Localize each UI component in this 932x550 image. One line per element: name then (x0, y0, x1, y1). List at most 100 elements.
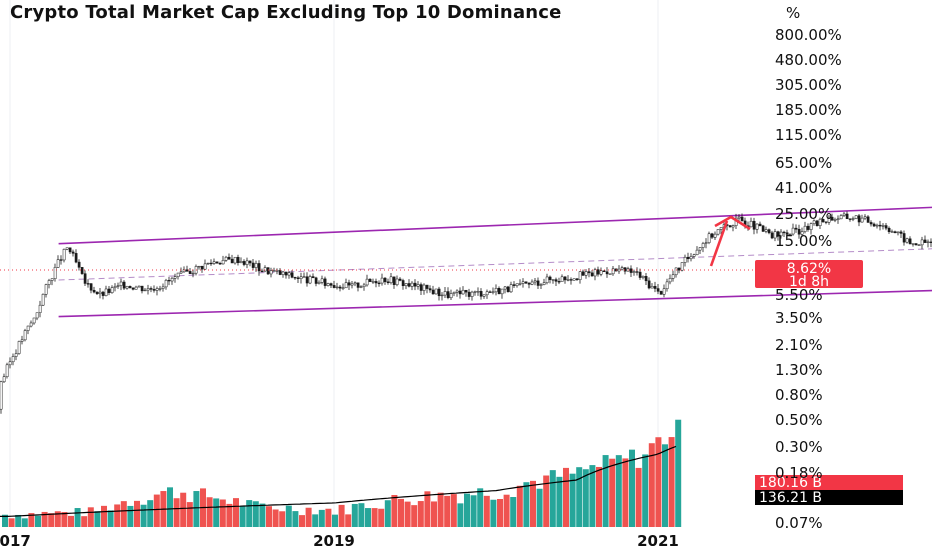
candle-body (203, 263, 207, 270)
candle-body (617, 268, 621, 272)
y-tick-label: 1.30% (775, 361, 823, 379)
candle-body (761, 225, 765, 232)
candle-body (503, 286, 507, 290)
y-tick-label: 65.00% (775, 154, 832, 172)
volume-bar (41, 511, 48, 527)
volume-bar (549, 470, 556, 527)
candle-body (533, 280, 537, 283)
candle-body (854, 215, 858, 219)
candle-body (56, 259, 60, 268)
volume-bar (48, 513, 55, 527)
candle-body (677, 267, 681, 271)
candle-body (86, 283, 90, 285)
candle-body (923, 239, 927, 243)
candle-body (386, 281, 390, 283)
candle-body (536, 280, 540, 286)
volume-bar (61, 512, 68, 527)
volume-bar (325, 508, 332, 527)
volume-bar (444, 495, 451, 527)
volume-bar (503, 494, 510, 527)
candle-body (740, 216, 744, 222)
volume-bar (510, 497, 517, 527)
candle-body (161, 286, 165, 289)
candle-body (917, 244, 921, 246)
volume-value-label: 180.16 B (759, 475, 822, 491)
volume-bar (252, 501, 259, 527)
candle-body (230, 258, 234, 264)
candle-body (32, 317, 36, 324)
candle-body (65, 247, 69, 250)
candle-body (668, 278, 672, 283)
candle-body (266, 267, 270, 275)
candle-body (521, 281, 525, 284)
x-tick-label: 2021 (637, 532, 679, 550)
volume-bar (424, 491, 431, 527)
candle-body (470, 291, 474, 297)
candle-body (17, 341, 21, 354)
volume-bar (74, 508, 81, 527)
volume-bar (233, 498, 239, 527)
candle-body (866, 216, 870, 223)
volume-badge-1 (755, 475, 903, 490)
candle-body (584, 271, 588, 276)
volume-bar (114, 504, 121, 527)
candle-body (752, 220, 756, 230)
candle-body (641, 276, 645, 278)
candle-body (29, 322, 33, 327)
volume-bar (569, 473, 576, 527)
candle-body (38, 304, 42, 313)
candle-body (122, 281, 126, 289)
candle-body (899, 231, 903, 234)
candle-body (11, 356, 15, 363)
candle-body (815, 220, 819, 226)
candle-body (407, 283, 411, 287)
candle-body (419, 284, 423, 291)
volume-bar (140, 504, 147, 527)
candle-body (251, 262, 255, 268)
x-tick-label: 2019 (313, 532, 355, 550)
volume-bar (35, 515, 41, 527)
candle-body (89, 283, 93, 291)
candle-body (338, 286, 342, 289)
volume-bar (615, 455, 622, 527)
candle-body (590, 272, 594, 277)
candle-body (299, 276, 303, 279)
candle-body (710, 233, 714, 238)
candle-body (623, 267, 627, 272)
candle-body (884, 225, 888, 229)
y-tick-label: 115.00% (775, 126, 842, 144)
candle-body (323, 278, 327, 286)
candle-body (662, 288, 666, 295)
candle-body (731, 225, 735, 228)
volume-bar (87, 507, 94, 527)
candle-body (887, 227, 891, 232)
chart-title: Crypto Total Market Cap Excluding Top 10… (10, 2, 562, 23)
candle-body (836, 218, 840, 220)
candle-body (893, 231, 897, 234)
candle-body (140, 285, 144, 292)
candle-body (452, 292, 456, 294)
volume-bar (54, 511, 61, 527)
channel-upper-line (58, 206, 932, 245)
candle-body (908, 238, 912, 245)
volume-bar (345, 514, 352, 527)
candle-body (869, 222, 873, 225)
candle-body (611, 268, 615, 275)
volume-bar (563, 467, 569, 527)
volume-bar (193, 491, 200, 527)
volume-bar (120, 501, 127, 527)
candle-body (311, 276, 315, 279)
candle-body (632, 271, 636, 273)
candle-body (644, 276, 648, 282)
candle-body (98, 291, 102, 295)
candle-body (272, 270, 276, 272)
candle-body (152, 289, 156, 291)
volume-bar (358, 503, 365, 527)
candle-body (650, 286, 654, 289)
candle-body (878, 224, 882, 227)
candle-body (587, 271, 591, 274)
volume-bar (213, 498, 220, 527)
volume-layer (0, 419, 682, 527)
candle-body (620, 267, 624, 270)
